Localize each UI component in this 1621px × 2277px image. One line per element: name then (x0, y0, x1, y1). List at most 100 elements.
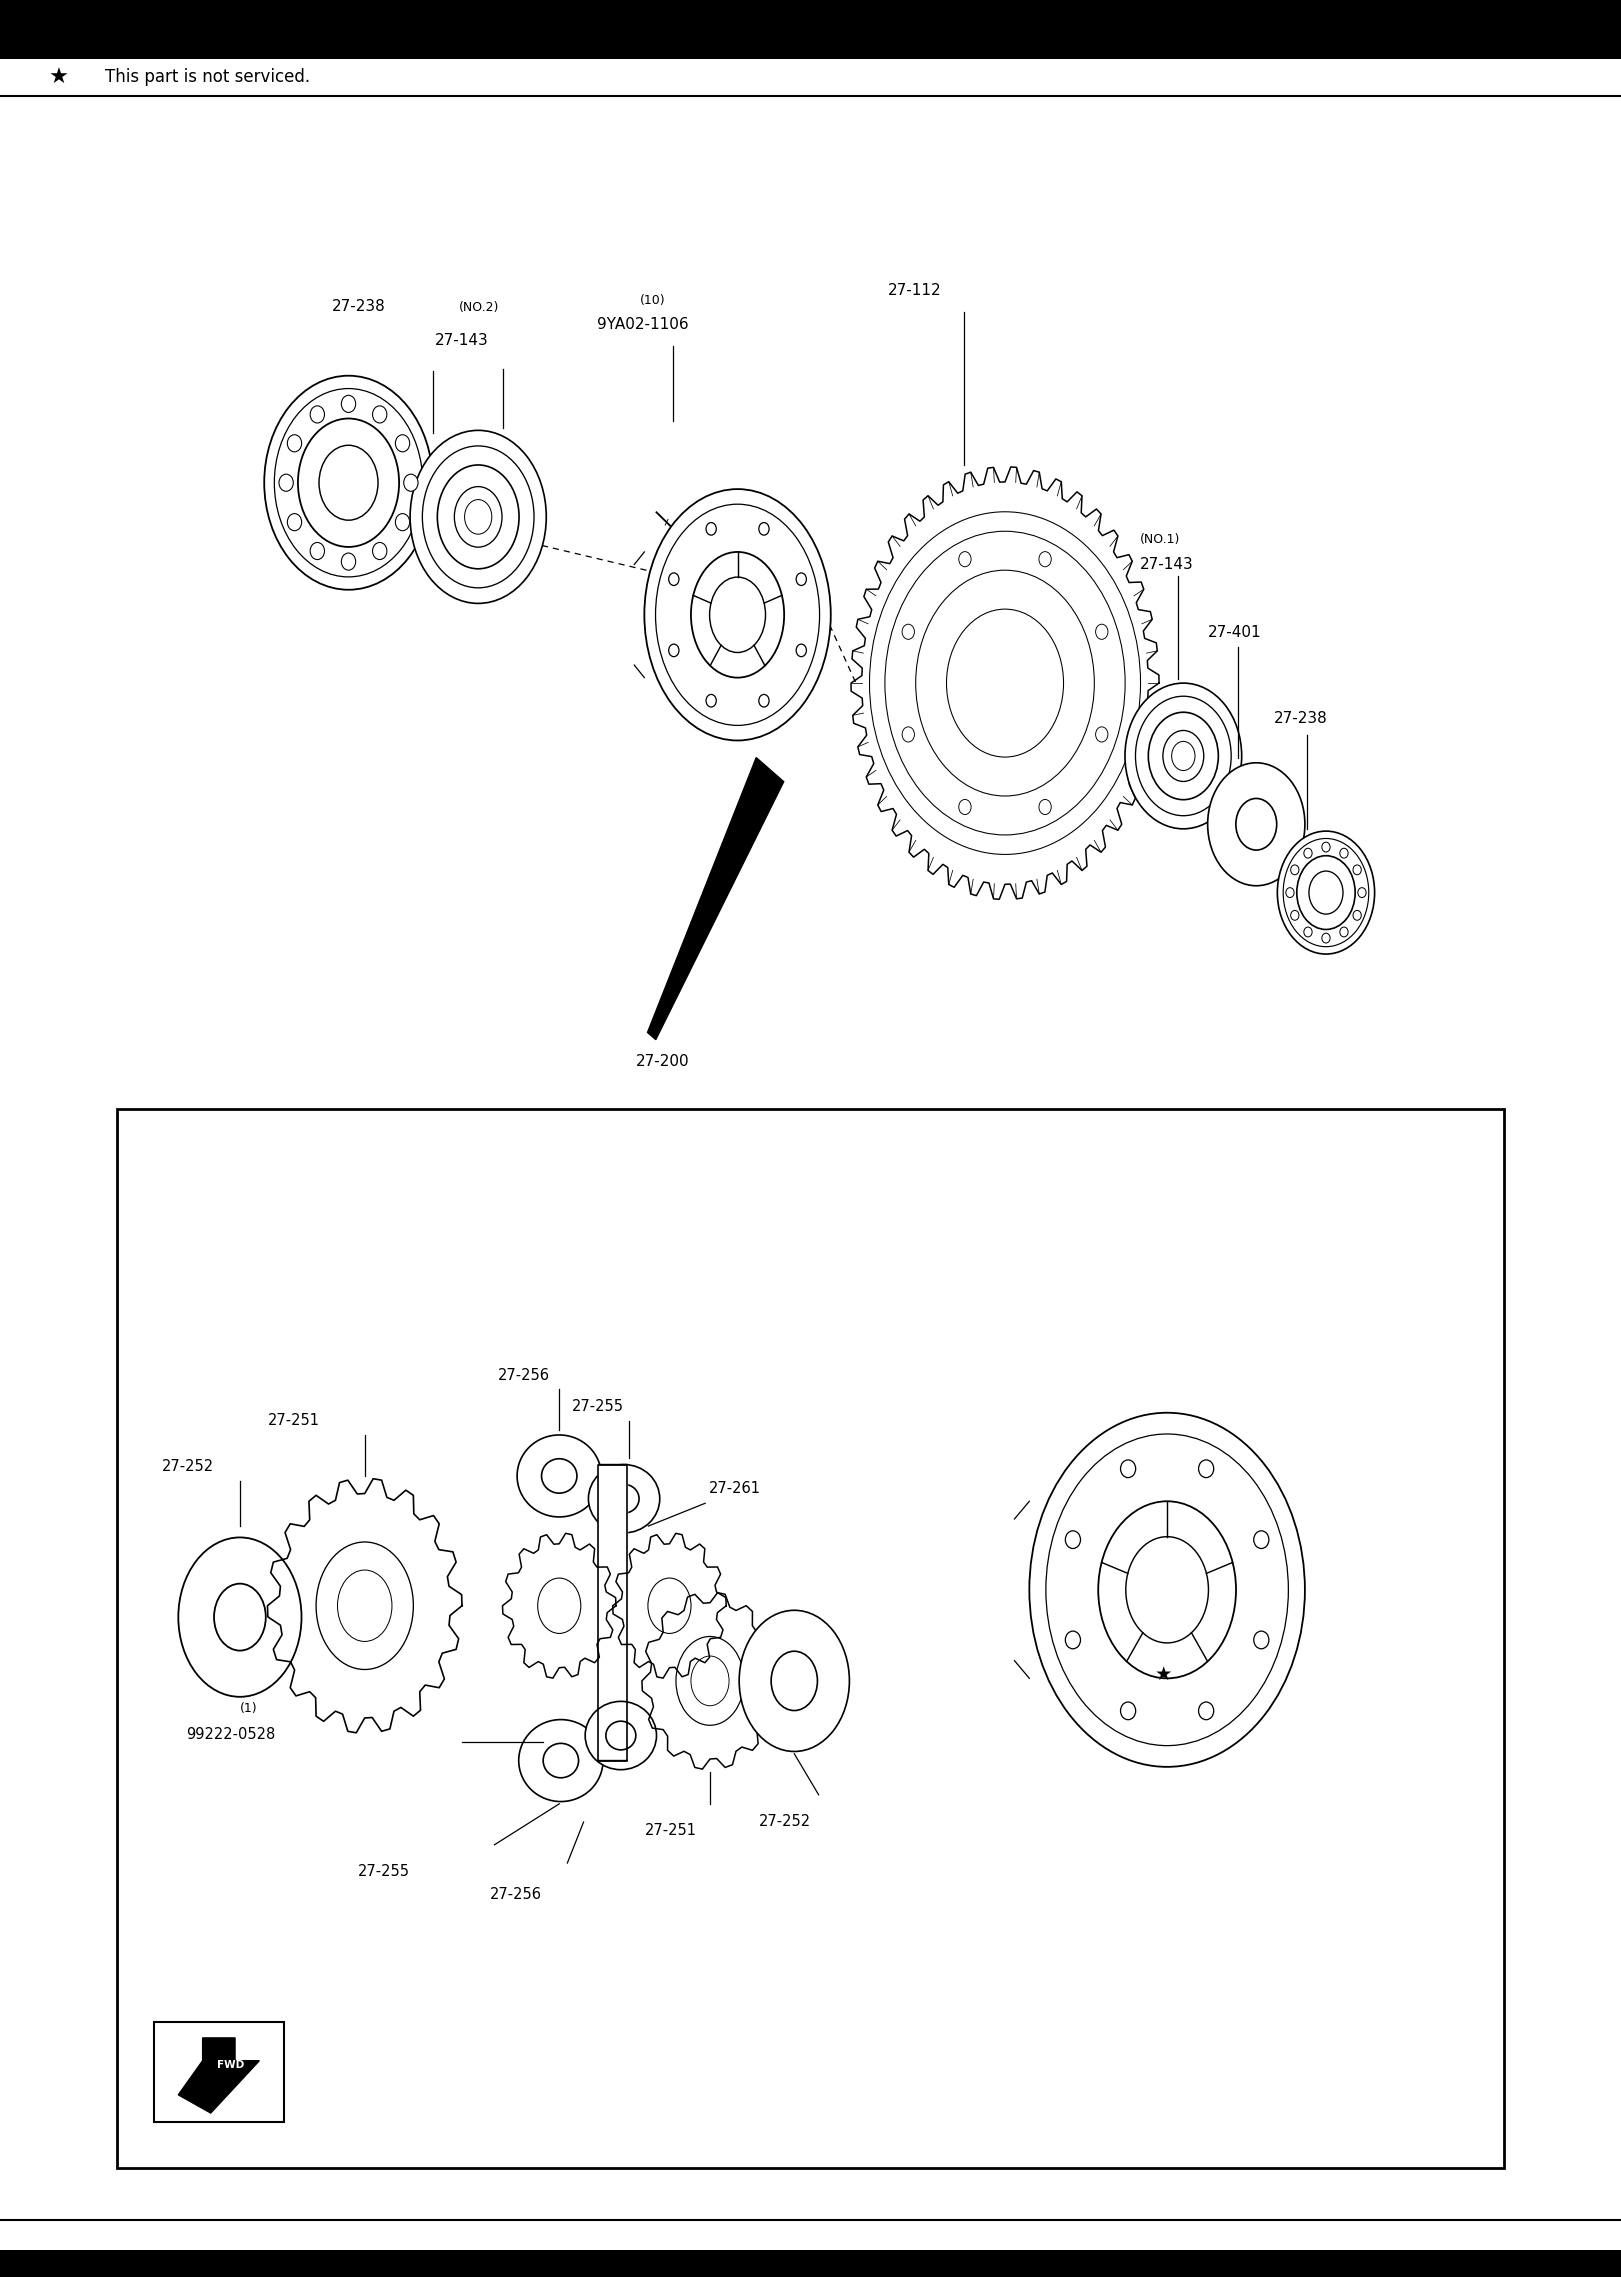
Ellipse shape (1253, 1630, 1269, 1649)
Ellipse shape (1096, 726, 1107, 742)
Ellipse shape (517, 1435, 601, 1516)
Ellipse shape (342, 553, 355, 569)
Ellipse shape (958, 551, 971, 567)
Ellipse shape (541, 1460, 577, 1494)
Text: 27-256: 27-256 (490, 1888, 541, 1901)
Ellipse shape (543, 1744, 579, 1778)
Polygon shape (598, 1464, 627, 1760)
Ellipse shape (759, 524, 768, 535)
Text: 27-261: 27-261 (708, 1482, 760, 1496)
Ellipse shape (1308, 872, 1342, 913)
Ellipse shape (903, 726, 914, 742)
Ellipse shape (519, 1719, 603, 1801)
Ellipse shape (1065, 1530, 1081, 1548)
Polygon shape (642, 1592, 778, 1769)
Ellipse shape (903, 624, 914, 640)
Text: 27-143: 27-143 (1140, 556, 1193, 572)
Text: (1): (1) (240, 1701, 258, 1715)
Ellipse shape (796, 574, 806, 585)
Ellipse shape (279, 474, 293, 492)
Ellipse shape (588, 1464, 660, 1532)
Ellipse shape (885, 531, 1125, 836)
Ellipse shape (1120, 1460, 1136, 1478)
Text: (NO.2): (NO.2) (459, 301, 499, 314)
Ellipse shape (916, 569, 1094, 797)
Ellipse shape (1120, 1701, 1136, 1719)
Ellipse shape (1290, 911, 1298, 920)
Polygon shape (613, 1532, 726, 1678)
Text: FWD: FWD (217, 2061, 243, 2070)
Ellipse shape (772, 1651, 817, 1710)
Ellipse shape (645, 490, 832, 740)
Ellipse shape (1099, 1501, 1235, 1678)
Ellipse shape (310, 405, 324, 424)
Ellipse shape (609, 1485, 639, 1512)
Ellipse shape (1125, 683, 1242, 829)
Ellipse shape (1235, 799, 1277, 849)
Ellipse shape (585, 1701, 657, 1769)
Ellipse shape (298, 419, 399, 546)
Ellipse shape (1297, 856, 1355, 929)
Ellipse shape (1096, 624, 1107, 640)
Text: 27-252: 27-252 (162, 1460, 214, 1473)
Ellipse shape (1321, 842, 1331, 852)
Ellipse shape (1303, 927, 1311, 936)
Ellipse shape (1321, 934, 1331, 943)
Ellipse shape (1354, 865, 1362, 874)
Text: This part is not serviced.: This part is not serviced. (105, 68, 311, 87)
Ellipse shape (178, 1537, 302, 1696)
Text: 27-255: 27-255 (572, 1400, 624, 1414)
Text: 27-251: 27-251 (267, 1414, 319, 1428)
Ellipse shape (710, 576, 765, 653)
Polygon shape (178, 2038, 259, 2113)
Ellipse shape (691, 551, 785, 679)
Ellipse shape (947, 610, 1063, 756)
Text: 27-238: 27-238 (1274, 710, 1328, 726)
Ellipse shape (287, 515, 302, 531)
Ellipse shape (319, 446, 378, 519)
Ellipse shape (342, 396, 355, 412)
Ellipse shape (1341, 849, 1349, 858)
Text: (10): (10) (640, 294, 666, 307)
Ellipse shape (1162, 731, 1204, 781)
Ellipse shape (869, 512, 1141, 854)
Ellipse shape (1208, 763, 1305, 886)
Bar (154, 2022, 284, 2122)
Ellipse shape (669, 574, 679, 585)
Text: 27-238: 27-238 (332, 298, 386, 314)
Ellipse shape (1277, 831, 1375, 954)
Ellipse shape (1354, 911, 1362, 920)
Ellipse shape (707, 524, 716, 535)
Polygon shape (647, 758, 783, 1041)
Ellipse shape (1198, 1460, 1214, 1478)
Ellipse shape (373, 405, 387, 424)
Ellipse shape (759, 694, 768, 706)
Ellipse shape (1303, 849, 1311, 858)
Ellipse shape (1358, 888, 1367, 897)
Ellipse shape (264, 376, 433, 590)
Ellipse shape (404, 474, 418, 492)
Ellipse shape (676, 1637, 744, 1726)
Ellipse shape (1148, 713, 1219, 799)
Ellipse shape (396, 435, 410, 451)
Text: 27-256: 27-256 (498, 1368, 550, 1382)
Ellipse shape (410, 430, 546, 603)
Ellipse shape (739, 1610, 849, 1751)
Ellipse shape (396, 515, 410, 531)
Ellipse shape (438, 465, 519, 569)
Ellipse shape (454, 487, 503, 546)
Ellipse shape (1285, 888, 1294, 897)
Ellipse shape (316, 1542, 413, 1669)
Text: 99222-0528: 99222-0528 (186, 1728, 276, 1742)
Text: 27-200: 27-200 (635, 1054, 689, 1070)
Text: 9YA02-1106: 9YA02-1106 (597, 317, 689, 332)
Ellipse shape (1065, 1630, 1081, 1649)
Text: 27-252: 27-252 (759, 1815, 810, 1828)
Ellipse shape (1198, 1701, 1214, 1719)
Ellipse shape (606, 1721, 635, 1749)
Ellipse shape (669, 644, 679, 656)
Polygon shape (267, 1478, 462, 1733)
Ellipse shape (214, 1585, 266, 1651)
Text: 27-112: 27-112 (888, 282, 942, 298)
Ellipse shape (1029, 1412, 1305, 1767)
